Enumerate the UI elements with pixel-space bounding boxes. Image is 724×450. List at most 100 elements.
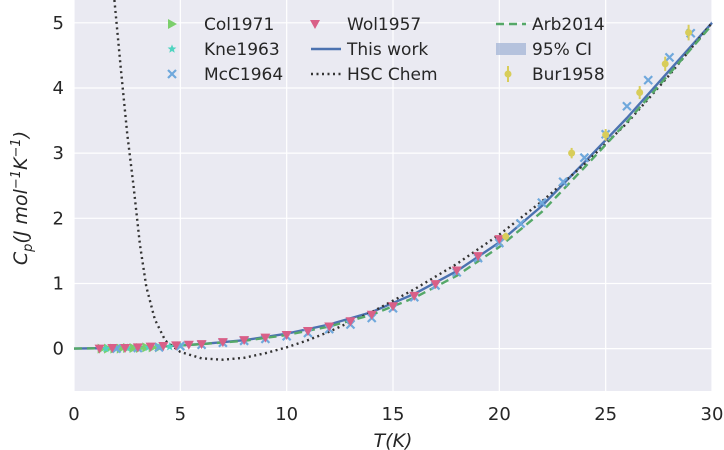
legend: Col1971 Kne1963 McC1964 Wol1957 This work HSC…	[167, 15, 605, 85]
legend-swatch-bur1958	[504, 70, 512, 78]
y-axis-label-k: K	[10, 156, 32, 170]
wol1957-point	[324, 322, 335, 332]
hsc-chem-line	[113, 0, 713, 361]
legend-item-hsc-chem: HSC Chem	[311, 65, 438, 85]
y-tick-label: 4	[53, 78, 64, 99]
wol1957-point	[94, 344, 105, 354]
wol1957-point	[345, 317, 356, 327]
wol1957-point	[171, 341, 182, 351]
legend-label-bur1958: Bur1958	[532, 65, 605, 85]
bur1958-point	[636, 86, 644, 100]
col1971-point	[129, 342, 139, 353]
x-tick-label: 20	[488, 404, 511, 425]
x-tick-label: 15	[382, 404, 405, 425]
legend-label-mcc1964: McC1964	[204, 65, 283, 85]
mcc1964-point	[579, 152, 590, 163]
mcc1964-point-stroke-b	[167, 69, 177, 79]
x-tick-label: 0	[68, 404, 79, 425]
y-axis-label-close: )	[10, 131, 32, 140]
wol1957-point	[473, 252, 484, 262]
wol1957-point	[260, 333, 271, 343]
bur1958-point	[568, 147, 576, 159]
legend-item-col1971: Col1971	[168, 15, 274, 35]
x-tick-label: 5	[175, 404, 186, 425]
x-tick-label: 10	[275, 404, 298, 425]
bur1958-dot	[636, 89, 644, 97]
bur1958-dot	[568, 149, 576, 157]
wol1957-point	[239, 336, 250, 346]
legend-label-wol1957: Wol1957	[347, 15, 421, 35]
wol1957-point	[145, 342, 156, 352]
bur1958-point	[685, 24, 693, 41]
y-axis-label-c: C	[10, 251, 32, 265]
x-tick-label: 30	[701, 404, 724, 425]
wol1957-point	[494, 235, 505, 245]
y-axis-label-exp2: −1	[9, 138, 24, 157]
legend-item-arb2014: Arb2014	[496, 15, 605, 35]
x-axis-label: T(K)	[374, 430, 413, 450]
y-axis-label-p: p	[21, 244, 36, 253]
mcc1964-point-stroke-b	[537, 197, 547, 208]
mcc1964-point	[643, 75, 653, 85]
y-axis-label: Cp(J mol−1K−1)	[9, 131, 36, 265]
legend-label-arb2014: Arb2014	[532, 15, 605, 35]
x-tick-label: 25	[594, 404, 617, 425]
legend-label-this-work: This work	[346, 40, 428, 60]
mcc1964-point	[537, 197, 547, 208]
bur1958-dot	[685, 29, 693, 37]
mcc1964-point-stroke-b	[643, 75, 653, 85]
mcc1964-point-stroke-b	[664, 52, 675, 63]
wol1957-point	[430, 280, 441, 290]
wol1957-point	[409, 291, 420, 301]
grid-lines	[73, 0, 713, 391]
y-tick-label: 2	[53, 208, 64, 229]
mcc1964-point-stroke-b	[175, 341, 186, 351]
bur1958-point	[661, 56, 669, 72]
legend-item-bur1958: Bur1958	[504, 65, 605, 85]
legend-item-95-ci: 95% CI	[496, 40, 592, 60]
bur1958-dot	[602, 131, 610, 139]
legend-label-95-ci: 95% CI	[532, 40, 592, 60]
legend-swatch-95-ci	[496, 43, 526, 55]
wol1957-point	[281, 330, 292, 340]
legend-item-kne1963: Kne1963	[167, 40, 280, 60]
kne1963-point	[101, 344, 111, 353]
mcc1964-point-stroke-b	[111, 343, 122, 354]
wol1957-point	[302, 327, 313, 337]
legend-item-wol1957: Wol1957	[310, 15, 421, 35]
mcc1964-point-stroke-b	[622, 101, 632, 111]
marker-layer	[94, 24, 696, 354]
legend-item-mcc1964: McC1964	[167, 65, 283, 85]
wol1957-point	[310, 20, 320, 29]
legend-item-this-work: This work	[311, 40, 428, 60]
wol1957-point	[366, 310, 377, 320]
bur1958-point	[602, 129, 610, 141]
mcc1964-point	[558, 177, 568, 187]
y-axis-label-unit: (J mol	[10, 188, 32, 243]
y-tick-label: 1	[53, 273, 64, 294]
legend-label-hsc-chem: HSC Chem	[347, 65, 438, 85]
legend-label-kne1963: Kne1963	[204, 40, 280, 60]
mcc1964-point-stroke-b	[579, 152, 590, 163]
mcc1964-point	[664, 52, 675, 63]
col1971-point	[168, 19, 177, 29]
wol1957-point	[217, 338, 228, 348]
wol1957-point	[451, 266, 462, 276]
y-axis-label-exp1: −1	[9, 170, 24, 189]
y-tick-label: 0	[53, 339, 64, 360]
kne1963-point	[167, 44, 177, 53]
mcc1964-point	[515, 218, 526, 229]
tick-labels: 0 5 10 15 20 25 30 0 1 2 3 4 5	[53, 13, 724, 425]
y-tick-label: 5	[53, 13, 64, 34]
mcc1964-point-stroke-b	[558, 177, 568, 187]
wol1957-point	[132, 343, 143, 353]
wol1957-point	[388, 302, 398, 312]
bur1958-point	[502, 232, 510, 241]
wol1957-point	[107, 343, 118, 353]
mcc1964-point	[622, 101, 632, 111]
mcc1964-point	[167, 69, 177, 79]
bur1958-dot	[502, 233, 510, 241]
bur1958-dot	[661, 60, 669, 68]
wol1957-point	[183, 340, 194, 350]
